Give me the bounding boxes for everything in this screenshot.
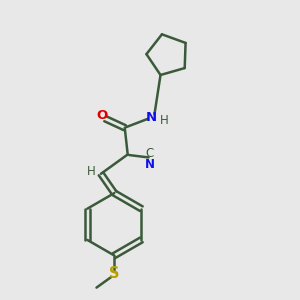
Text: O: O xyxy=(96,109,107,122)
Text: H: H xyxy=(87,165,96,178)
Text: S: S xyxy=(109,266,120,281)
Text: H: H xyxy=(160,114,168,127)
Text: N: N xyxy=(146,111,157,124)
Text: C: C xyxy=(146,147,154,160)
Text: N: N xyxy=(145,158,155,171)
